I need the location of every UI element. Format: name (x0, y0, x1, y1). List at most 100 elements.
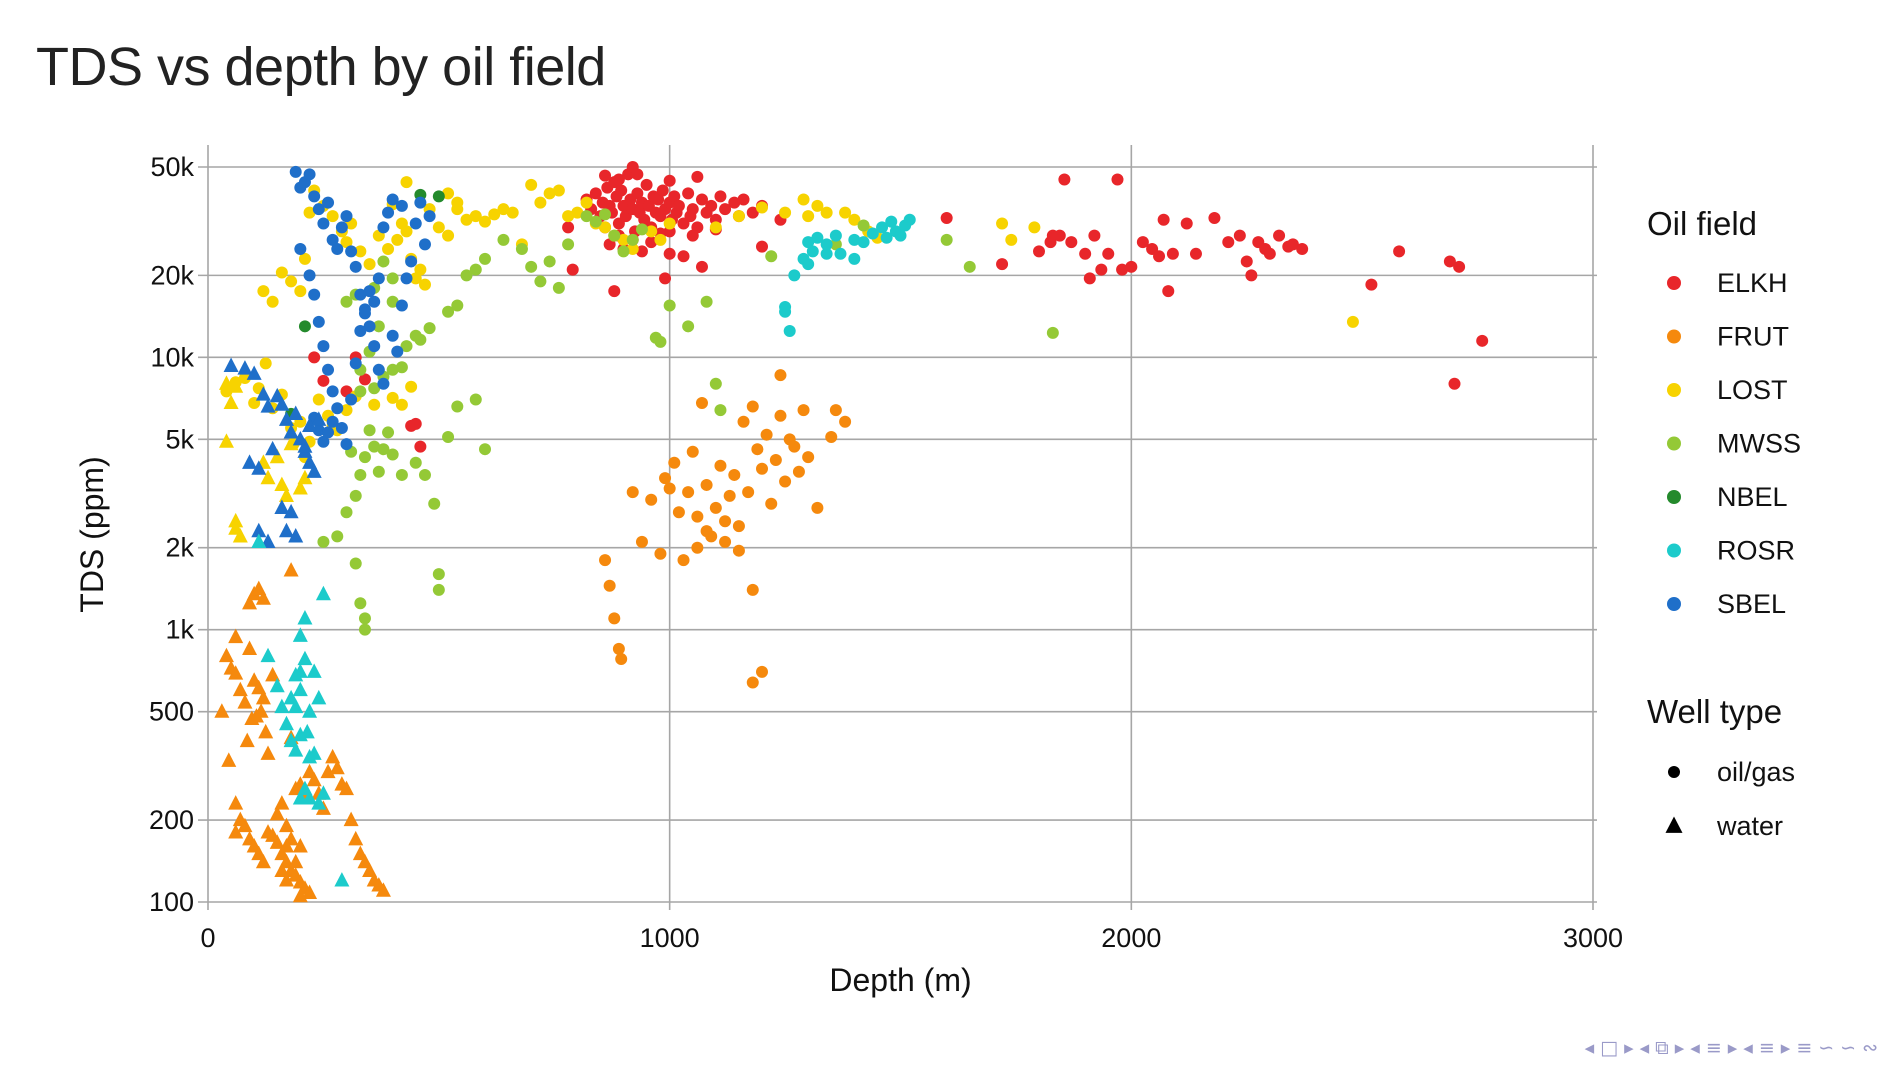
data-point-circle (903, 213, 916, 226)
data-point-circle (303, 168, 316, 181)
data-point-triangle (278, 411, 294, 426)
data-point-circle (303, 206, 316, 219)
data-point-triangle (228, 520, 244, 535)
data-point-triangle (265, 440, 281, 456)
data-point-circle (746, 583, 759, 596)
data-point-circle (386, 448, 399, 461)
data-point-circle (414, 440, 427, 453)
nav-symbol[interactable]: ◂ (1584, 1037, 1597, 1059)
data-point-circle (1095, 263, 1108, 276)
data-point-circle (414, 333, 427, 346)
data-point-circle (354, 468, 367, 481)
data-point-circle (580, 196, 593, 209)
data-point-circle (663, 247, 676, 260)
nav-symbol[interactable]: ◂ (1639, 1037, 1652, 1059)
data-point-circle (1088, 229, 1101, 242)
data-point-triangle (292, 838, 308, 853)
data-point-circle (395, 468, 408, 481)
data-point-circle (1065, 236, 1078, 249)
slide-navigation[interactable]: ◂ □ ▸ ◂ ⧉ ▸ ◂ ≡ ▸ ◂ ≡ ▸ ≡ ∽ ∽ ∾ (1583, 1037, 1882, 1059)
data-point-circle (405, 255, 418, 268)
data-point-circle (566, 263, 579, 276)
data-point-circle (783, 324, 796, 337)
data-point-circle (322, 426, 335, 439)
data-point-circle (418, 238, 431, 251)
data-point-circle (340, 404, 353, 417)
data-point-circle (497, 203, 510, 216)
data-point-triangle (255, 689, 271, 705)
data-point-circle (1286, 238, 1299, 251)
data-point-triangle (260, 745, 276, 760)
data-point-circle (829, 229, 842, 242)
data-point-circle (1346, 315, 1359, 328)
nav-symbol[interactable]: ▸ (1727, 1037, 1740, 1059)
data-point-circle (617, 245, 630, 258)
data-point-circle (1153, 250, 1166, 263)
data-point-circle (451, 196, 464, 209)
data-point-circle (700, 525, 713, 538)
legend-label: oil/gas (1717, 757, 1795, 787)
nav-symbol[interactable]: ≡ (1796, 1037, 1815, 1059)
nav-symbol[interactable]: ▸ (1780, 1037, 1793, 1059)
data-point-circle (802, 258, 815, 271)
data-point-circle (599, 554, 612, 567)
nav-symbol[interactable]: ≡ (1705, 1037, 1724, 1059)
data-point-circle (451, 299, 464, 312)
nav-symbol[interactable]: ▸ (1624, 1037, 1636, 1059)
data-point-triangle (283, 562, 299, 577)
data-point-circle (802, 451, 815, 464)
data-point-triangle (334, 872, 350, 887)
nav-symbol[interactable]: ∽ (1840, 1037, 1859, 1059)
data-point-circle (1476, 334, 1489, 347)
legend-key-sbel (1667, 597, 1681, 611)
y-tick-label: 20k (150, 260, 194, 290)
nav-symbol[interactable]: □ (1600, 1037, 1621, 1059)
data-point-circle (829, 238, 842, 251)
data-point-triangle (297, 610, 313, 625)
data-point-triangle (255, 386, 271, 401)
data-point-circle (1058, 173, 1071, 186)
data-point-triangle (339, 780, 354, 796)
data-point-circle (386, 193, 399, 206)
y-tick-label: 500 (149, 697, 194, 727)
data-point-triangle (297, 780, 313, 796)
data-point-triangle (269, 834, 285, 849)
nav-symbol[interactable]: ◂ (1743, 1037, 1755, 1059)
legend-label: MWSS (1717, 429, 1801, 459)
data-point-circle (668, 190, 681, 203)
data-point-circle (811, 231, 824, 244)
data-point-circle (395, 299, 408, 312)
data-point-triangle (274, 862, 290, 878)
data-point-circle (617, 233, 630, 246)
data-point-circle (769, 453, 782, 466)
nav-symbol[interactable]: ▸ (1674, 1037, 1687, 1059)
data-point-triangle (288, 528, 304, 543)
data-point-circle (423, 322, 436, 335)
y-tick-label: 200 (149, 805, 194, 835)
x-axis-title: Depth (m) (829, 962, 971, 998)
data-point-circle (719, 203, 732, 216)
x-tick-label: 1000 (640, 923, 700, 953)
data-point-circle (668, 456, 681, 469)
page-title: TDS vs depth by oil field (36, 37, 606, 97)
legend-label: FRUT (1717, 322, 1789, 352)
nav-symbol[interactable]: ≡ (1758, 1037, 1777, 1059)
data-point-circle (386, 363, 399, 376)
nav-symbol[interactable]: ∽ (1818, 1037, 1837, 1059)
data-point-circle (580, 210, 593, 223)
data-point-circle (714, 190, 727, 203)
data-point-circle (797, 404, 810, 417)
nav-symbol[interactable]: ◂ (1690, 1037, 1702, 1059)
data-point-triangle (288, 698, 304, 714)
data-point-circle (732, 210, 745, 223)
data-point-circle (1102, 247, 1115, 260)
data-point-circle (589, 215, 602, 228)
nav-symbol[interactable]: ∾ (1862, 1037, 1880, 1059)
data-point-circle (414, 263, 427, 276)
data-point-triangle (343, 811, 359, 827)
data-point-circle (663, 299, 676, 312)
data-point-circle (372, 465, 385, 478)
data-point-circle (354, 385, 367, 398)
nav-symbol[interactable]: ⧉ (1655, 1037, 1671, 1059)
